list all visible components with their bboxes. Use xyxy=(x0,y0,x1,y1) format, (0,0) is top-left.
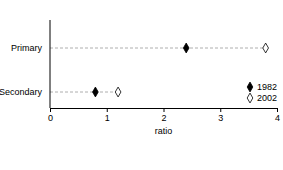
y-axis: Primary Secondary xyxy=(0,43,42,97)
x-tick-label: 1 xyxy=(105,113,110,123)
chart: 0 1 2 3 4 Primary Secondary ratio 19822002 xyxy=(0,0,283,170)
dot xyxy=(183,43,189,53)
x-axis: 0 1 2 3 4 xyxy=(48,108,280,123)
dot xyxy=(93,87,99,97)
y-axis-line xyxy=(50,20,51,108)
x-tick-mark xyxy=(107,108,108,112)
x-tick-mark xyxy=(50,108,51,112)
x-tick-label: 4 xyxy=(275,113,280,123)
marks xyxy=(93,43,269,97)
category-label: Secondary xyxy=(0,87,42,97)
guide-line xyxy=(50,48,266,49)
x-tick: 2 xyxy=(161,108,166,123)
legend-marker xyxy=(247,82,253,92)
series xyxy=(115,43,268,97)
series xyxy=(93,43,189,97)
guide-line xyxy=(50,92,118,93)
x-tick: 3 xyxy=(218,108,223,123)
x-tick-mark xyxy=(164,108,165,112)
x-tick-label: 3 xyxy=(218,113,223,123)
x-tick: 1 xyxy=(105,108,110,123)
x-tick-mark xyxy=(277,108,278,112)
x-tick: 4 xyxy=(275,108,280,123)
y-tick: Primary xyxy=(11,43,42,53)
category-label: Primary xyxy=(11,43,42,53)
legend-label: 2002 xyxy=(257,93,277,103)
dot xyxy=(263,43,269,53)
legend: 19822002 xyxy=(247,82,277,103)
legend-label: 1982 xyxy=(257,82,277,92)
x-axis-title: ratio xyxy=(155,126,173,136)
x-tick-label: 2 xyxy=(161,113,166,123)
legend-marker xyxy=(247,93,253,103)
x-tick-label: 0 xyxy=(48,113,53,123)
x-axis-line xyxy=(51,109,278,113)
x-tick-mark xyxy=(220,108,221,112)
legend-item: 2002 xyxy=(247,93,277,103)
dot xyxy=(115,87,121,97)
guides xyxy=(50,48,266,92)
y-tick: Secondary xyxy=(0,87,42,97)
legend-item: 1982 xyxy=(247,82,277,92)
x-tick: 0 xyxy=(48,108,53,123)
